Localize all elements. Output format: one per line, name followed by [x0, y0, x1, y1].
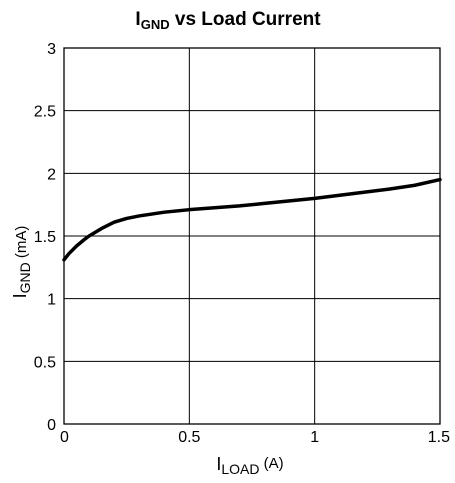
x-tick-label: 1 — [310, 429, 319, 446]
x-axis-label-unit: (A) — [259, 455, 283, 472]
y-tick-label: 1 — [47, 292, 56, 309]
chart-title-rest: vs Load Current — [170, 9, 322, 30]
y-tick-label: 3 — [47, 41, 56, 58]
x-axis-label-subscript: LOAD — [221, 461, 259, 477]
grid — [63, 47, 441, 425]
series-layer — [62, 177, 442, 262]
x-tick-labels: 0 0.5 1 1.5 — [60, 429, 450, 446]
y-axis-label-unit: (mA) — [13, 226, 30, 263]
x-tick-label: 1.5 — [428, 429, 450, 446]
chart-title-main: I — [135, 9, 140, 30]
x-axis-label-main: I — [216, 454, 221, 474]
y-axis-label-subscript: GND — [17, 262, 33, 293]
y-axis-label-main: I — [10, 293, 30, 298]
x-axis-label: ILOAD (A) — [216, 454, 283, 477]
y-tick-label: 0 — [47, 417, 56, 434]
y-tick-label: 2.5 — [34, 104, 56, 121]
plot-frame — [63, 47, 441, 425]
y-tick-label: 0.5 — [34, 354, 56, 371]
y-tick-label: 1.5 — [34, 229, 56, 246]
chart-title: IGND vs Load Current — [135, 9, 321, 32]
series-line-0 — [62, 177, 442, 262]
y-axis-label: IGND (mA) — [10, 226, 33, 299]
y-tick-label: 2 — [47, 166, 56, 183]
x-tick-label: 0.5 — [178, 429, 200, 446]
x-tick-label: 0 — [60, 429, 69, 446]
y-tick-labels: 0 0.5 1 1.5 2 2.5 3 — [34, 41, 56, 434]
chart-title-subscript: GND — [141, 17, 170, 32]
